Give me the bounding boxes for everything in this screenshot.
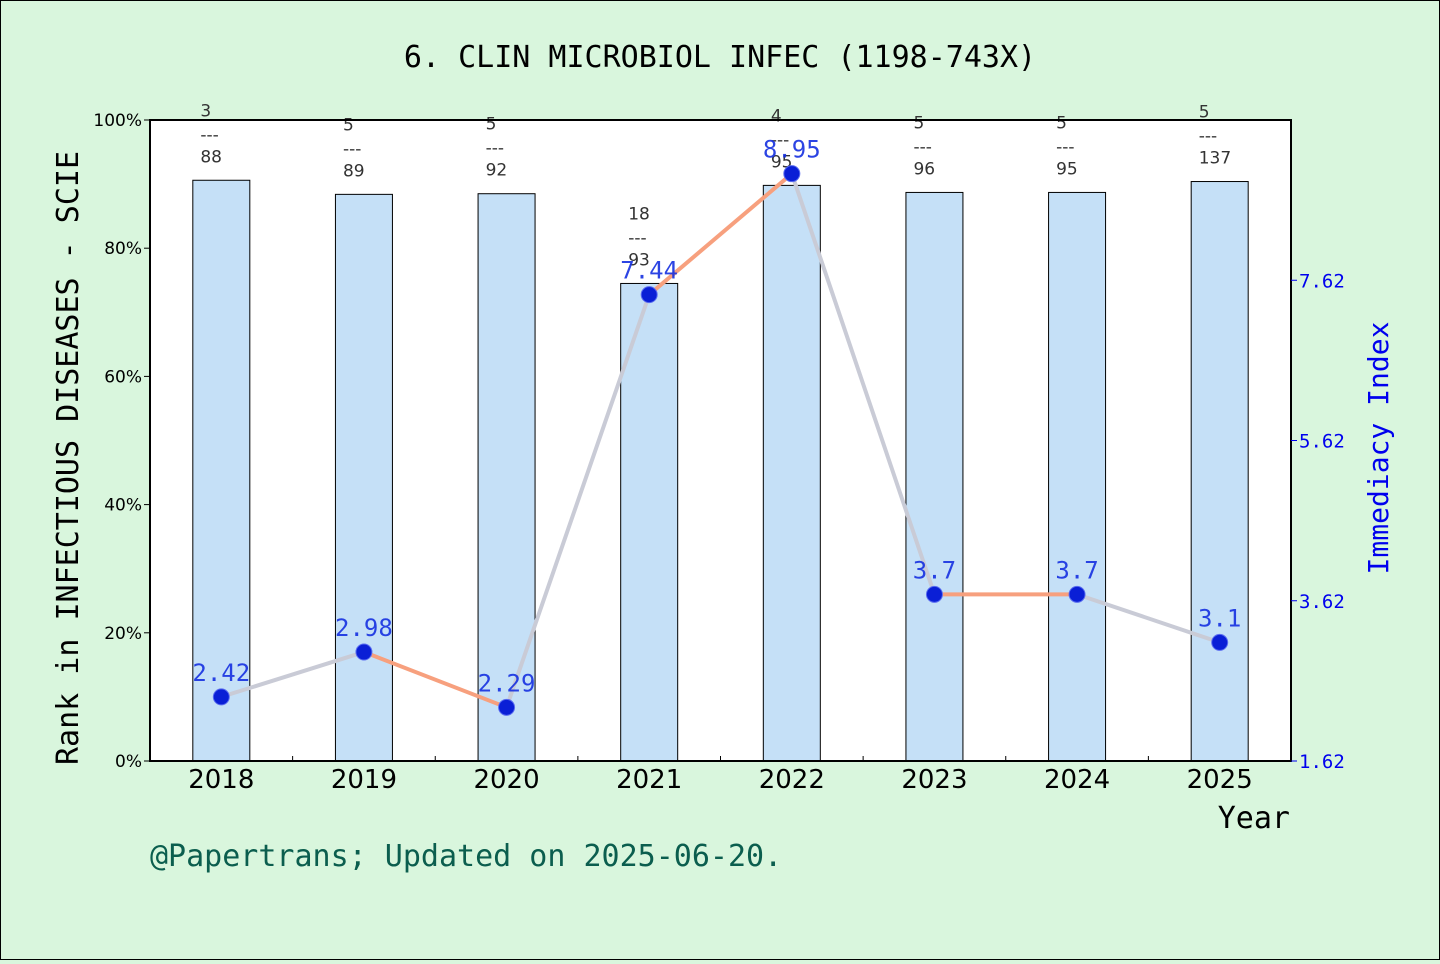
rank-value: 18 <box>628 204 650 224</box>
line-segment <box>647 171 794 297</box>
x-axis-label: Year <box>1218 801 1290 836</box>
rank-value: 5 <box>486 115 497 135</box>
footer-credit: @Papertrans; Updated on 2025-06-20. <box>150 839 782 874</box>
x-tick-label: 2023 <box>901 765 967 795</box>
data-point-2018 <box>212 688 230 706</box>
line-segment <box>789 171 937 597</box>
line-segment <box>504 292 652 710</box>
left-tick-label: 80% <box>104 239 142 259</box>
data-label: 2.98 <box>335 614 393 642</box>
right-axis: 1.62 3.62 5.62 7.62 <box>1291 270 1345 773</box>
x-tick-label: 2022 <box>759 765 825 795</box>
rank-total: 92 <box>486 161 508 181</box>
left-tick-label: 60% <box>104 367 142 387</box>
bar-2018 <box>192 179 251 762</box>
data-label: 2.29 <box>478 669 536 697</box>
rank-total: 137 <box>1199 149 1231 169</box>
data-point-2020 <box>498 698 516 716</box>
rank-total: 88 <box>200 147 222 167</box>
rank-total: 95 <box>1056 159 1078 179</box>
left-tick-label: 100% <box>93 111 142 131</box>
line-segment <box>1075 592 1222 645</box>
bar-2019 <box>334 193 393 762</box>
left-axis: 0% 20% 40% 60% 80% 100% <box>93 111 150 772</box>
bar-2025 <box>1190 181 1249 762</box>
x-tick-label: 2021 <box>616 765 682 795</box>
rank-divider: --- <box>1199 127 1217 147</box>
bar-2021 <box>620 282 679 762</box>
rank-divider: --- <box>771 130 789 150</box>
bar-2024 <box>1048 191 1107 762</box>
right-tick-label: 5.62 <box>1299 431 1345 453</box>
rank-value: 5 <box>343 115 354 135</box>
data-point-2022 <box>783 165 801 183</box>
rank-value: 3 <box>200 101 211 121</box>
rank-divider: --- <box>628 228 646 248</box>
bar-2022 <box>762 184 821 762</box>
rank-divider: --- <box>913 137 931 157</box>
data-point-2021 <box>640 286 658 304</box>
data-label: 3.7 <box>1055 556 1098 584</box>
right-tick-label: 3.62 <box>1299 591 1345 613</box>
rank-divider: --- <box>486 139 504 159</box>
left-tick-label: 0% <box>115 752 142 772</box>
data-label: 2.42 <box>192 659 250 687</box>
rank-divider: --- <box>200 125 218 145</box>
x-tick-label: 2018 <box>188 765 254 795</box>
rank-value: 5 <box>1056 113 1067 133</box>
data-label: 7.44 <box>620 257 678 285</box>
rank-divider: --- <box>1056 137 1074 157</box>
data-point-2024 <box>1068 585 1086 603</box>
rank-total: 89 <box>343 161 365 181</box>
y-axis-label-right: Immediacy Index <box>1362 322 1395 575</box>
rank-value: 5 <box>913 113 924 133</box>
y-axis-label-left: Rank in INFECTIOUS DISEASES - SCIE <box>51 151 86 765</box>
data-label: 8.95 <box>763 136 821 164</box>
bar-2020 <box>477 193 536 762</box>
left-tick-label: 20% <box>104 624 142 644</box>
rank-value: 4 <box>771 106 782 126</box>
rank-total: 93 <box>628 250 650 270</box>
chart-title: 6. CLIN MICROBIOL INFEC (1198-743X) <box>404 40 1036 75</box>
x-tick-label: 2020 <box>473 765 539 795</box>
left-tick-label: 40% <box>104 496 142 516</box>
x-tick-label: 2025 <box>1187 765 1253 795</box>
rank-divider: --- <box>343 139 361 159</box>
line-segment <box>219 650 366 699</box>
data-label: 3.7 <box>913 556 956 584</box>
rank-total: 96 <box>913 159 935 179</box>
rank-value: 5 <box>1199 103 1210 123</box>
data-point-2023 <box>925 585 943 603</box>
x-tick-label: 2019 <box>331 765 397 795</box>
right-tick-label: 7.62 <box>1299 270 1345 292</box>
bar-series <box>192 179 1249 762</box>
line-series: 2.42 2.98 2.29 7.44 8.95 3.7 3.7 3.1 <box>192 136 1241 716</box>
right-tick-label: 1.62 <box>1299 751 1345 773</box>
data-point-2019 <box>355 643 373 661</box>
x-axis: 2018 2019 2020 2021 2022 2023 2024 2025 <box>149 756 1292 795</box>
data-label: 3.1 <box>1198 604 1241 632</box>
line-segment <box>361 650 509 710</box>
rank-labels: 3 --- 88 5 --- 89 5 --- 92 18 --- 93 4 --- 95 5 --- 96 5 --… <box>200 101 1231 270</box>
bar-2023 <box>905 191 964 762</box>
data-point-2025 <box>1211 633 1229 651</box>
x-tick-label: 2024 <box>1044 765 1110 795</box>
